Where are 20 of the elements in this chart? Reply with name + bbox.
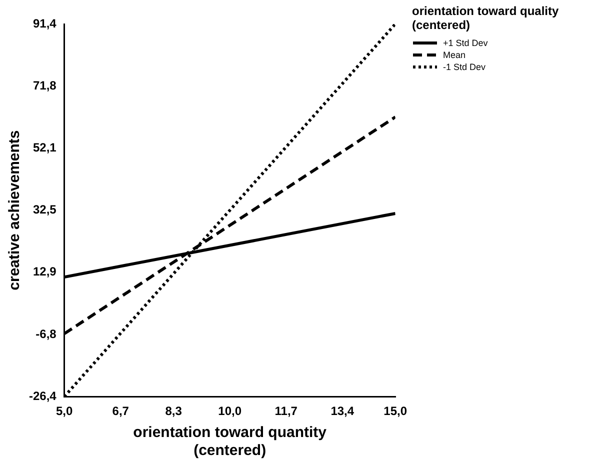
x-axis-title: orientation toward quantity (centered) (133, 424, 328, 460)
y-tick-label: -26,4 (28, 388, 57, 403)
legend-label: -1 Std Dev (443, 62, 486, 72)
y-tick-label: 12,9 (32, 264, 57, 279)
x-tick-label: 11,7 (274, 404, 298, 418)
legend-label: +1 Std Dev (443, 38, 488, 48)
legend-title: orientation toward quality (centered) (412, 4, 560, 32)
legend-label: Mean (443, 50, 466, 60)
y-axis-title: creative achievements (6, 130, 24, 290)
x-tick-label: 10,0 (218, 404, 242, 418)
x-tick-label: 5,0 (56, 404, 74, 418)
y-tick-label: 32,5 (32, 202, 57, 217)
x-tick-label: 13,4 (330, 404, 354, 418)
y-tick-label: -6,8 (36, 326, 57, 341)
x-tick-label: 8,3 (165, 404, 182, 418)
x-tick-label: 6,7 (112, 404, 130, 418)
y-tick-label: 91,4 (32, 16, 57, 30)
y-tick-label: 71,8 (32, 78, 57, 92)
y-tick-label: 52,1 (32, 140, 57, 155)
x-tick-label: 15,0 (384, 404, 408, 418)
